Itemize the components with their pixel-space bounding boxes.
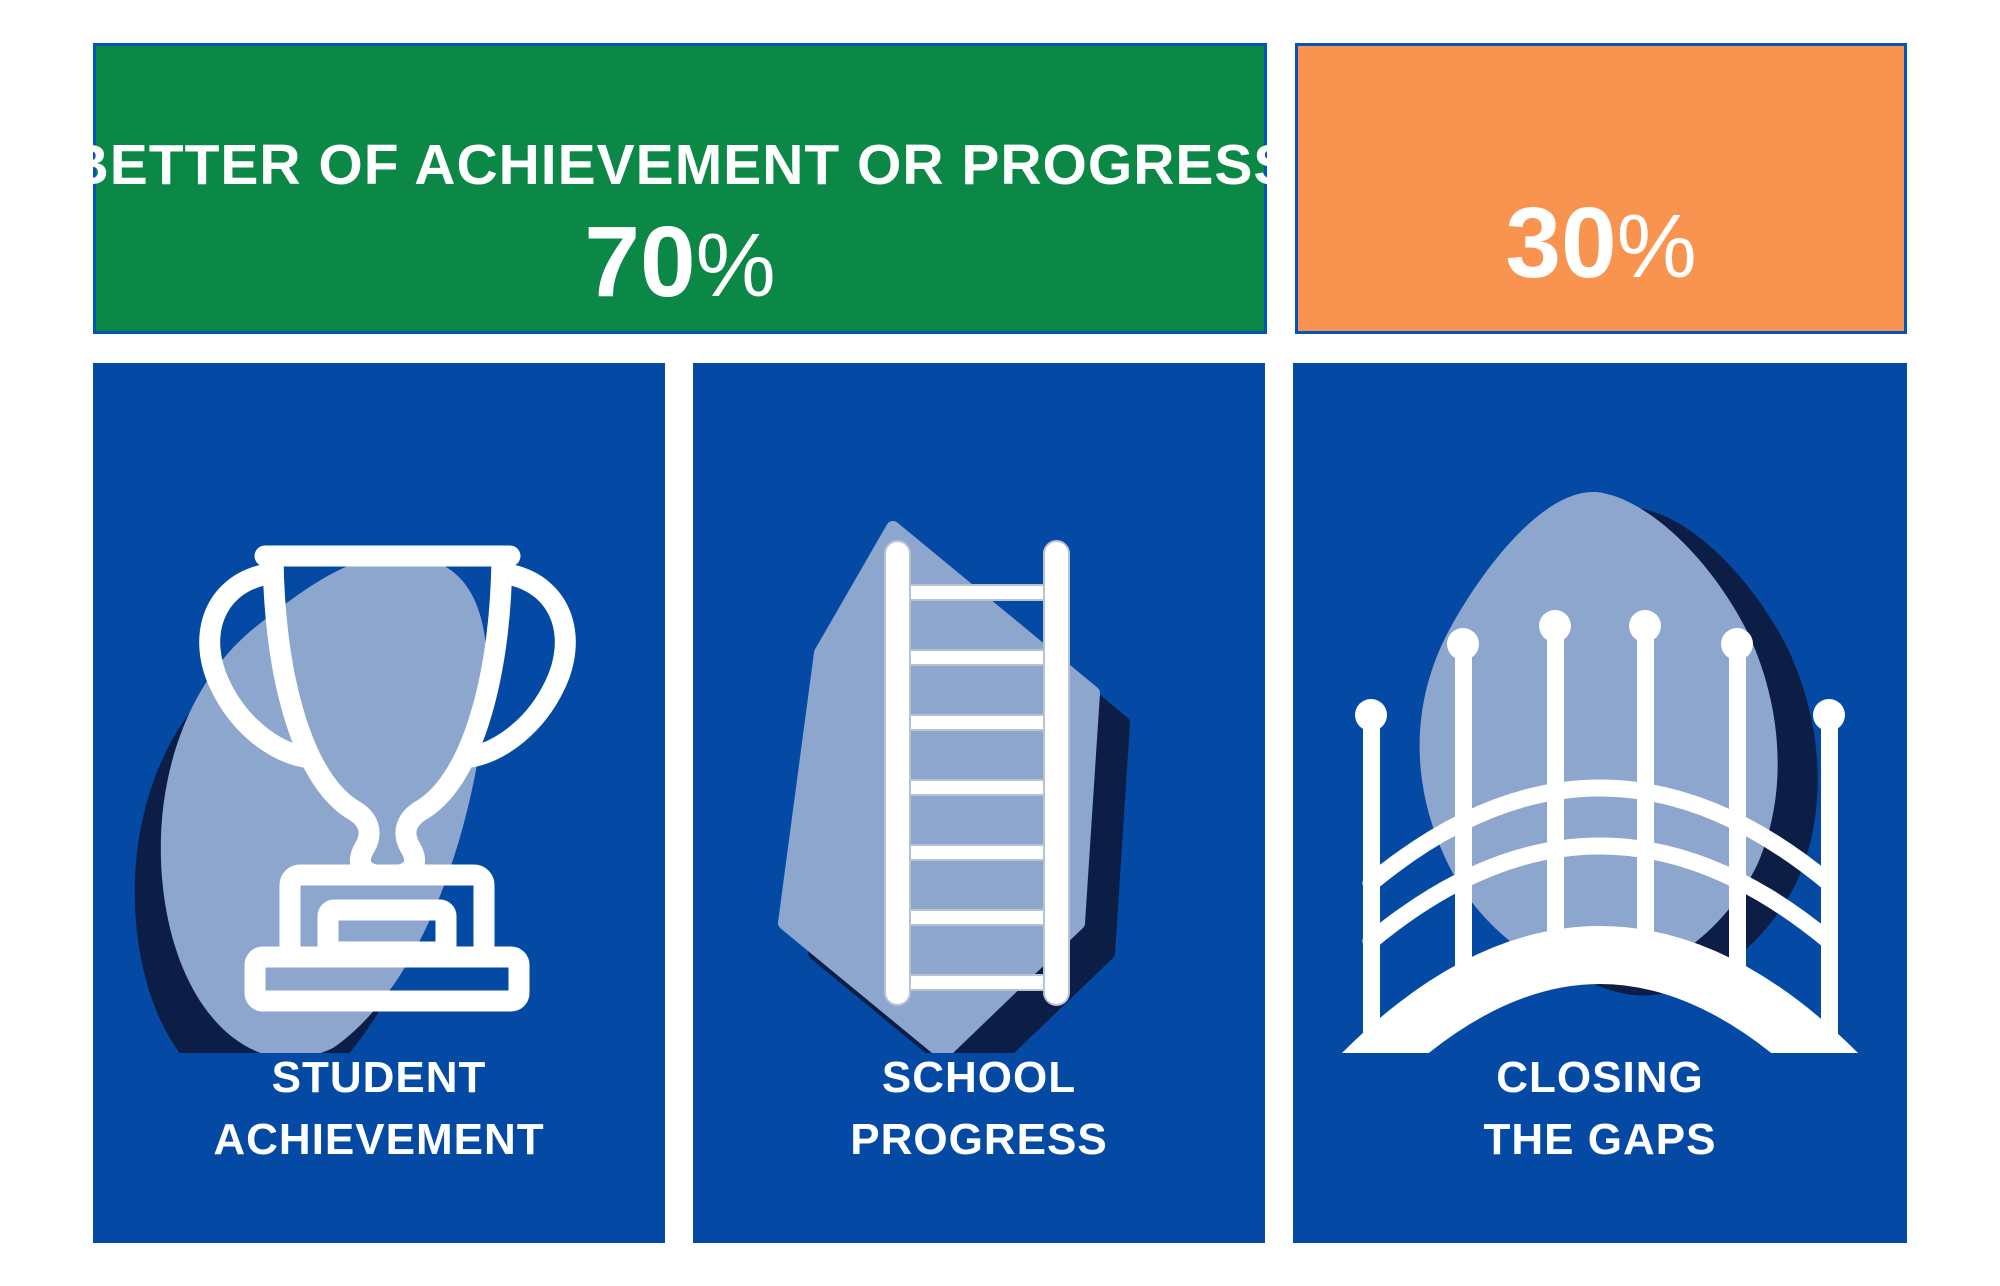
gaps-box-percent-number: 30 — [1505, 187, 1617, 299]
card-label-line-2: PROGRESS — [850, 1115, 1108, 1164]
trophy-outline — [199, 545, 576, 1012]
bridge-icon — [1293, 363, 1907, 1053]
gaps-box-value: 30% — [1505, 186, 1696, 305]
better-of-achievement-or-progress-box: BETTER OF ACHIEVEMENT OR PROGRESS 70% — [68, 43, 1291, 334]
ladder-rails — [884, 540, 1070, 1006]
card-label-school-progress: SCHOOL PROGRESS — [693, 1047, 1265, 1171]
bridge-deck — [1342, 926, 1858, 1053]
card-label-line-1: SCHOOL — [881, 1053, 1077, 1102]
closing-the-gaps-weight-box: 30% — [1295, 43, 1907, 334]
card-label-line-1: CLOSING — [1496, 1053, 1704, 1102]
better-box-value: 70% — [584, 205, 775, 324]
card-label-closing-the-gaps: CLOSING THE GAPS — [1293, 1047, 1907, 1171]
blob-background — [160, 555, 488, 1053]
bridge-posts — [1355, 610, 1845, 1053]
bridge-structure — [1342, 610, 1858, 1053]
better-box-percent-number: 70 — [584, 206, 696, 318]
bridge-rail-top — [1362, 779, 1838, 892]
ladder-rungs — [897, 584, 1057, 991]
bridge-rail-bottom — [1362, 837, 1838, 950]
ladder-icon — [693, 363, 1265, 1053]
gaps-box-percent-sign: % — [1616, 197, 1697, 297]
trophy-icon — [93, 363, 665, 1053]
card-closing-the-gaps: CLOSING THE GAPS — [1293, 363, 1907, 1243]
card-label-line-1: STUDENT — [271, 1053, 487, 1102]
card-school-progress: SCHOOL PROGRESS — [693, 363, 1265, 1243]
better-box-label: BETTER OF ACHIEVEMENT OR PROGRESS — [67, 133, 1293, 197]
card-label-student-achievement: STUDENT ACHIEVEMENT — [93, 1047, 665, 1171]
card-student-achievement: STUDENT ACHIEVEMENT — [93, 363, 665, 1243]
card-label-line-2: THE GAPS — [1483, 1115, 1717, 1164]
card-label-line-2: ACHIEVEMENT — [213, 1115, 545, 1164]
better-box-percent-sign: % — [695, 216, 776, 316]
